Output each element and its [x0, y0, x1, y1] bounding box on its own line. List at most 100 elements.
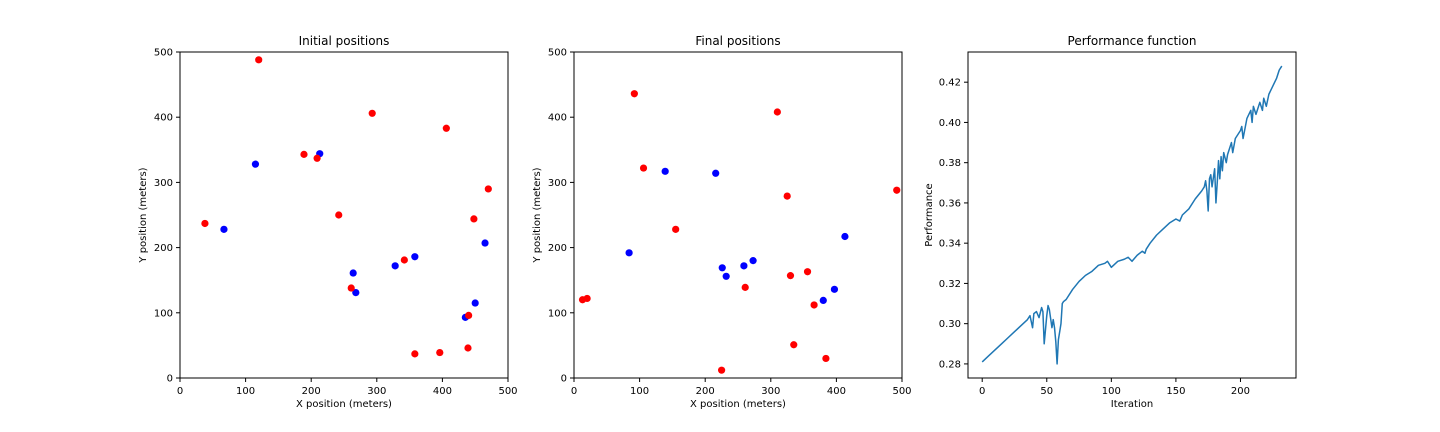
- plot-data-area: [201, 56, 492, 358]
- y-tick-label: 0.38: [939, 158, 961, 169]
- red-point: [718, 366, 726, 374]
- x-axis-label: Iteration: [1111, 399, 1153, 410]
- performance-line: [981, 65, 1283, 365]
- y-tick-label: 0.40: [939, 118, 961, 129]
- initial-positions-panel: 0 100 200 300 400 500 0 100 200 300 400 500 Initial …: [138, 34, 518, 410]
- blue-point: [661, 167, 669, 175]
- y-tick-label: 500: [548, 48, 567, 59]
- blue-point: [481, 239, 489, 247]
- y-axis-label: Y position (meters): [138, 167, 149, 263]
- y-tick-label: 0.32: [939, 279, 961, 290]
- y-tick-label: 100: [154, 308, 173, 319]
- red-point: [893, 186, 901, 194]
- red-point: [201, 219, 209, 228]
- x-tick-label: 200: [1231, 386, 1250, 397]
- x-tick-label: 400: [827, 386, 846, 397]
- blue-point: [349, 269, 357, 277]
- red-point: [465, 311, 473, 320]
- red-point: [803, 268, 812, 276]
- blue-point: [740, 262, 748, 270]
- x-tick-label: 100: [1102, 386, 1121, 397]
- red-point: [300, 150, 308, 158]
- red-point: [672, 225, 680, 233]
- red-point: [436, 348, 444, 357]
- plot-frame: [573, 51, 903, 379]
- x-axis-label: X position (meters): [296, 399, 392, 410]
- y-tick-label: 0.42: [939, 78, 961, 89]
- y-tick-label: 0: [561, 374, 567, 385]
- y-tick-label: 0.34: [939, 239, 961, 250]
- y-tick-label: 0.30: [939, 319, 961, 330]
- y-tick-label: 500: [154, 48, 173, 59]
- x-tick-label: 300: [761, 386, 780, 397]
- x-tick-label: 100: [236, 386, 255, 397]
- y-tick-label: 0.28: [939, 359, 961, 370]
- blue-point: [712, 169, 720, 177]
- y-tick-label: 300: [548, 178, 567, 189]
- x-tick-label: 150: [1166, 386, 1185, 397]
- y-tick-label: 200: [154, 243, 173, 254]
- blue-point: [220, 225, 228, 233]
- red-point: [255, 56, 263, 64]
- chart-title: Final positions: [695, 34, 780, 48]
- red-point: [786, 272, 795, 280]
- red-point: [639, 164, 648, 172]
- blue-point: [471, 299, 479, 307]
- blue-point: [819, 296, 827, 305]
- y-axis-label: Performance: [924, 183, 935, 246]
- blue-point: [749, 257, 757, 265]
- x-tick-label: 400: [433, 386, 452, 397]
- red-point: [335, 211, 343, 219]
- blue-point: [841, 232, 849, 241]
- red-point: [790, 341, 798, 349]
- red-point: [313, 154, 321, 162]
- red-point: [773, 108, 781, 116]
- chart-title: Performance function: [1068, 34, 1197, 48]
- y-tick-label: 300: [154, 178, 173, 189]
- blue-point: [722, 272, 730, 280]
- x-tick-label: 50: [1040, 386, 1053, 397]
- x-tick-label: 200: [302, 386, 321, 397]
- blue-point: [391, 262, 399, 270]
- y-tick-label: 100: [548, 308, 567, 319]
- x-tick-label: 500: [892, 386, 911, 397]
- blue-point: [352, 288, 360, 297]
- x-tick-label: 0: [979, 386, 985, 397]
- x-tick-label: 500: [498, 386, 517, 397]
- red-point: [484, 185, 492, 193]
- red-point: [810, 301, 818, 309]
- y-tick-label: 200: [548, 243, 567, 254]
- red-point: [442, 124, 450, 132]
- red-point: [400, 256, 408, 264]
- blue-point: [718, 264, 726, 272]
- red-point: [368, 109, 376, 117]
- red-point: [630, 90, 638, 98]
- plot-data-area: [981, 65, 1283, 365]
- x-tick-label: 0: [177, 386, 183, 397]
- y-tick-label: 0: [167, 374, 173, 385]
- y-tick-label: 0.36: [939, 198, 961, 209]
- red-point: [741, 283, 749, 291]
- red-point: [822, 354, 830, 363]
- y-tick-label: 400: [548, 113, 567, 124]
- red-point: [411, 350, 419, 358]
- chart-title: Initial positions: [299, 34, 390, 48]
- red-point: [783, 192, 791, 200]
- red-point: [470, 215, 478, 223]
- plot-data-area: [578, 90, 901, 374]
- plot-frame: [967, 51, 1297, 379]
- performance-function-panel: 0 50 100 150 200 0.28 0.30 0.32 0.34 0.36 0.38 0.40…: [924, 34, 1297, 410]
- x-tick-label: 0: [571, 386, 577, 397]
- red-point: [347, 284, 355, 292]
- blue-point: [625, 249, 633, 257]
- y-axis-label: Y position (meters): [532, 167, 543, 263]
- y-tick-label: 400: [154, 113, 173, 124]
- plot-frame: [179, 51, 509, 379]
- red-point: [464, 344, 472, 352]
- blue-point: [411, 253, 419, 261]
- blue-point: [251, 160, 260, 168]
- blue-point: [830, 285, 839, 293]
- red-point: [578, 296, 587, 304]
